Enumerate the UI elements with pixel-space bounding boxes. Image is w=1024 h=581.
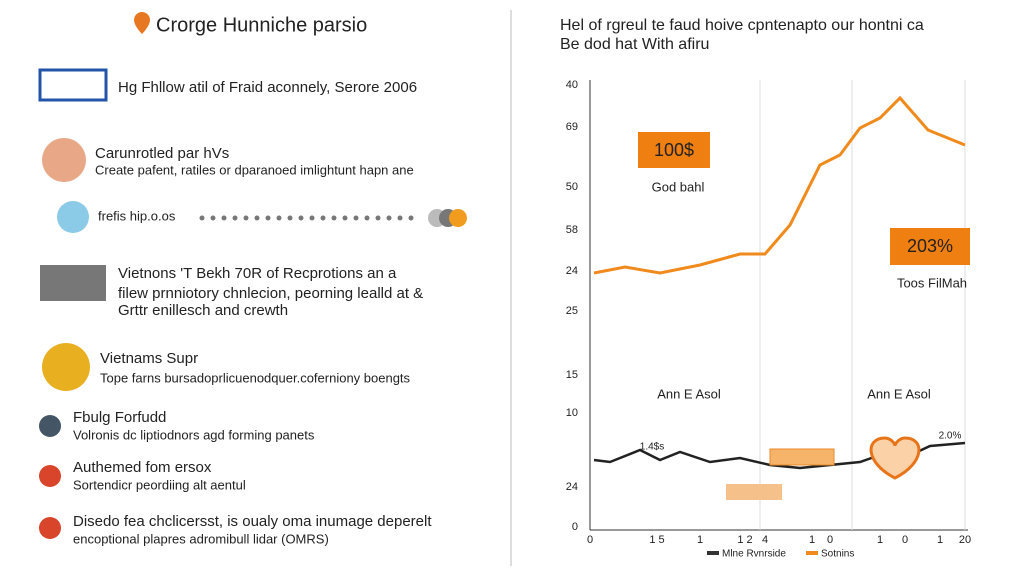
callout: God bahl (652, 179, 705, 194)
item-text: Tope farns bursadoprlicuenodquer.coferni… (100, 370, 411, 385)
icon (42, 138, 86, 182)
y-tick-label: 69 (566, 121, 578, 133)
item-text: Sortendicr peordiing alt aentul (73, 477, 246, 492)
callout: Ann E Asol (657, 386, 721, 401)
y-tick-label: 0 (572, 521, 578, 533)
y-tick-label: 10 (566, 407, 578, 419)
dot (210, 215, 216, 221)
icon (39, 465, 61, 487)
dot (397, 215, 403, 221)
x-tick-label: 1 (809, 534, 815, 546)
x-tick-label: 1 (697, 534, 703, 546)
callout-box (726, 484, 782, 500)
dot (265, 215, 271, 221)
dot (320, 215, 326, 221)
item-text: Create pafent, ratiles or dparanoed imli… (95, 162, 414, 177)
pin-icon (134, 12, 150, 34)
dot (221, 215, 227, 221)
item-text: filew prnniotory chnlecion, peorning lea… (118, 285, 423, 302)
callout-box (890, 228, 970, 265)
legend-label: Mlne Rvnrside (722, 549, 786, 560)
callout: 2.0% (939, 431, 962, 442)
dot (342, 215, 348, 221)
orange-line (593, 95, 966, 275)
title: Crorge Hunniche parsio (156, 14, 367, 36)
dot (287, 215, 293, 221)
dot (199, 215, 205, 221)
flag-icon (38, 68, 108, 102)
dot (309, 215, 315, 221)
y-tick-label: 15 (566, 369, 578, 381)
toggle (449, 209, 467, 227)
x-tick-label: 1 2 (737, 534, 752, 546)
x-tick-label: 0 (587, 534, 593, 546)
item-text: Hg Fhllow atil of Fraid aconnely, Serore… (118, 79, 417, 96)
x-tick-label: 1 5 (649, 534, 664, 546)
x-tick-label: 1 (877, 534, 883, 546)
icon (39, 517, 61, 539)
item-title: Vietnams Supr (100, 350, 198, 367)
dot (254, 215, 260, 221)
item-title: Fbulg Forfudd (73, 409, 166, 426)
legend-label: Sotnins (821, 549, 854, 560)
panel-heading: Hel of rgreul te faud hoive cpntenapto o… (560, 17, 924, 34)
heart-icon (869, 436, 921, 480)
dot (408, 215, 414, 221)
item-title: Authemed fom ersox (73, 459, 212, 476)
callout-box (769, 448, 835, 466)
callout: 100$ (654, 140, 694, 160)
icon (39, 415, 61, 437)
panel-heading: Be dod hat With afiru (560, 36, 709, 53)
legend-swatch (707, 551, 719, 555)
dot (375, 215, 381, 221)
y-tick-label: 24 (566, 481, 578, 493)
icon (57, 201, 89, 233)
dot (364, 215, 370, 221)
dot (353, 215, 359, 221)
item-text: frefis hip.o.os (98, 208, 176, 223)
y-tick-label: 50 (566, 181, 578, 193)
x-tick-label: 4 (762, 534, 768, 546)
x-tick-label: 1 (937, 534, 943, 546)
callout-box (638, 132, 710, 168)
x-tick-label: 0 (827, 534, 833, 546)
callout: Ann E Asol (867, 386, 931, 401)
dot (331, 215, 337, 221)
dot (298, 215, 304, 221)
dots (199, 215, 414, 221)
item-text: Grttr enillesch and crewth (118, 302, 288, 319)
item-text: encoptional plapres adromibull lidar (OM… (73, 531, 329, 546)
y-tick-label: 58 (566, 224, 578, 236)
callout: 203% (907, 236, 953, 256)
item-title: Carunrotled par hVs (95, 145, 229, 162)
item-text: Volronis dc liptiodnors agd forming pane… (73, 427, 315, 442)
image-icon (40, 265, 106, 301)
y-tick-label: 24 (566, 265, 578, 277)
dot (276, 215, 282, 221)
legend-swatch (806, 551, 818, 555)
coin-icon (42, 343, 90, 391)
dot (243, 215, 249, 221)
y-tick-label: 40 (566, 79, 578, 91)
x-tick-label: 0 (902, 534, 908, 546)
x-tick-label: 20 (959, 534, 971, 546)
y-tick-label: 25 (566, 305, 578, 317)
item-title: Disedo fea chclicersst, is oualy oma inu… (73, 513, 432, 530)
callout: 1.4$s (640, 442, 664, 453)
dot (386, 215, 392, 221)
dot (232, 215, 238, 221)
item-text: Vietnons 'T Bekh 70R of Recprotions an a (118, 265, 397, 282)
callout: Toos FilMah (897, 275, 967, 290)
